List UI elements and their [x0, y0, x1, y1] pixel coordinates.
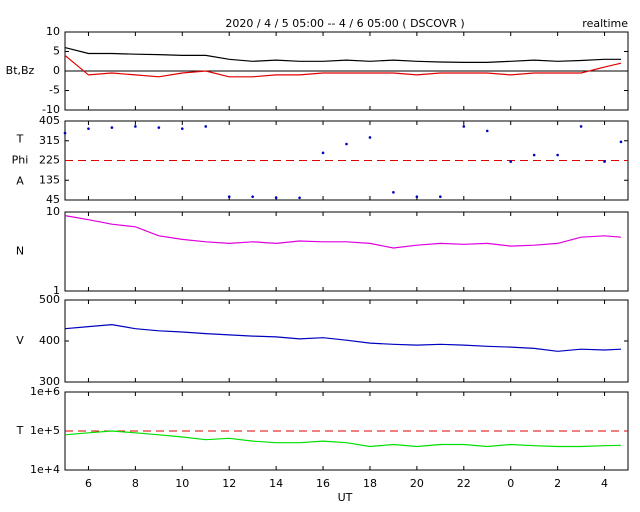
data-line	[64, 47, 621, 63]
data-line	[64, 323, 622, 352]
y-tick-label: 135	[39, 173, 60, 186]
x-tick-label: 4	[601, 477, 608, 490]
y-tick-label: 405	[39, 114, 60, 127]
data-point	[368, 136, 372, 139]
y-tick-label: 10	[46, 25, 60, 38]
x-tick-label: 22	[457, 477, 471, 490]
data-point	[556, 153, 559, 157]
panel-frame	[64, 211, 629, 292]
y-tick-label: 1e+6	[30, 385, 60, 398]
y-tick-label: 5	[53, 45, 60, 58]
y-tick-label: 1e+5	[30, 424, 60, 437]
y-axis-label: T	[16, 424, 24, 437]
data-point	[462, 125, 466, 128]
data-point	[87, 127, 90, 130]
x-tick-label: 16	[316, 477, 330, 490]
y-tick-label: 0	[53, 64, 60, 77]
data-line	[64, 54, 622, 78]
chart-title: 2020 / 4 / 5 05:00 -- 4 / 6 05:00 ( DSCO…	[225, 17, 464, 30]
data-point	[251, 195, 254, 199]
x-tick-label: 12	[222, 477, 236, 490]
x-tick-label: 8	[132, 477, 139, 490]
panel-frame	[64, 299, 629, 383]
data-point	[532, 153, 536, 157]
data-point	[579, 125, 583, 128]
y-tick-label: 500	[39, 293, 60, 306]
y-tick-label: 225	[39, 154, 60, 167]
x-tick-label: 20	[410, 477, 424, 490]
x-tick-label: 0	[507, 477, 514, 490]
annotation: realtime	[582, 17, 628, 30]
y-tick-label: 400	[39, 334, 60, 347]
y-axis-label: T	[16, 133, 24, 146]
data-point	[321, 151, 325, 155]
y-tick-label: -5	[49, 84, 60, 97]
x-axis-label: UT	[338, 491, 353, 504]
data-point	[157, 126, 161, 129]
y-axis-label: A	[16, 175, 24, 188]
data-point	[63, 131, 67, 135]
x-tick-label: 2	[554, 477, 561, 490]
x-tick-label: 10	[175, 477, 189, 490]
data-point	[415, 195, 419, 199]
data-line	[64, 430, 622, 448]
y-tick-label: 315	[39, 134, 60, 147]
data-line	[64, 215, 622, 249]
data-point	[180, 127, 184, 130]
data-point	[227, 195, 231, 199]
y-tick-label: 1e+4	[30, 463, 60, 476]
y-axis-label: Bt,Bz	[6, 64, 35, 77]
data-point	[274, 196, 278, 200]
data-point	[134, 125, 137, 128]
y-tick-label: 300	[39, 375, 60, 388]
data-point	[345, 142, 348, 146]
y-axis-label: V	[16, 334, 24, 347]
x-tick-label: 18	[363, 477, 377, 490]
data-point	[603, 160, 606, 163]
x-tick-label: 14	[269, 477, 283, 490]
data-point	[439, 195, 442, 199]
y-tick-label: -10	[42, 103, 60, 116]
y-axis-label: Phi	[12, 154, 29, 167]
y-tick-label: 1	[53, 284, 60, 297]
data-point	[392, 191, 395, 194]
x-tick-label: 6	[85, 477, 92, 490]
y-tick-label: 45	[46, 193, 60, 206]
data-point	[204, 125, 208, 128]
data-point	[509, 160, 513, 163]
y-tick-label: 10	[46, 205, 60, 218]
data-point	[298, 196, 301, 200]
data-point	[110, 126, 114, 129]
data-point	[485, 129, 489, 133]
y-axis-label: N	[16, 245, 24, 258]
data-point	[619, 140, 623, 144]
